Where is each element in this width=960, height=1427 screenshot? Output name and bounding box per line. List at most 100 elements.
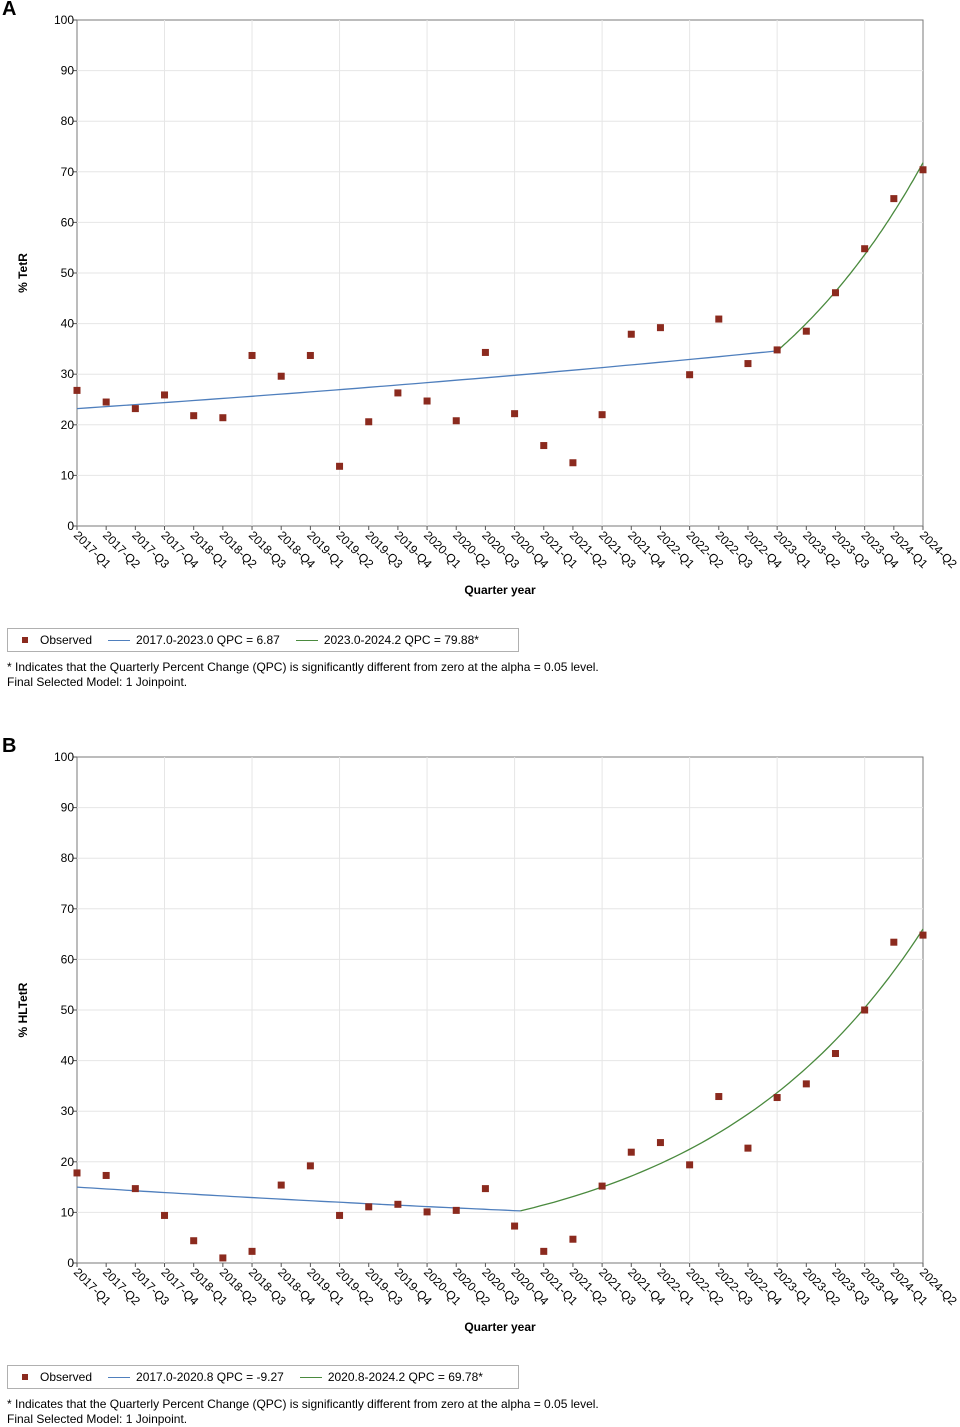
legend-a: Observed 2017.0-2023.0 QPC = 6.87 2023.0… — [7, 628, 519, 652]
observed-point — [744, 360, 752, 368]
y-tick-label: 20 — [61, 1155, 75, 1169]
fit-segment-1 — [76, 1186, 521, 1212]
y-tick-label: 80 — [61, 851, 75, 865]
observed-point — [656, 1139, 664, 1147]
y-tick-label: 90 — [61, 801, 75, 815]
observed-point — [365, 418, 373, 426]
observed-point — [919, 931, 927, 939]
observed-point — [248, 351, 256, 359]
x-axis-label: Quarter year — [464, 583, 536, 597]
observed-point — [452, 1206, 460, 1214]
observed-point — [715, 1093, 723, 1101]
observed-point — [452, 417, 460, 425]
observed-point — [598, 411, 606, 419]
observed-point — [219, 1254, 227, 1262]
observed-point — [306, 1162, 314, 1170]
observed-point — [161, 391, 169, 399]
observed-point — [802, 327, 810, 335]
footnote-b-text: * Indicates that the Quarterly Percent C… — [7, 1397, 599, 1411]
observed-point — [481, 1185, 489, 1193]
y-tick-label: 100 — [54, 750, 74, 764]
segment-line-icon — [299, 1376, 322, 1378]
observed-point — [73, 386, 81, 394]
observed-point — [598, 1182, 606, 1190]
observed-point — [336, 462, 344, 470]
observed-point — [744, 1144, 752, 1152]
observed-point — [656, 324, 664, 332]
y-axis-label: % TetR — [16, 253, 30, 293]
observed-point — [773, 346, 781, 354]
legend-b-observed: Observed — [18, 1370, 92, 1384]
panel-a: A 0 10 20 30 40 50 60 70 80 90 100 2017-Q1 2017-Q2 20… — [0, 0, 960, 713]
observed-point — [773, 1094, 781, 1102]
observed-point — [306, 351, 314, 359]
y-tick-label: 20 — [61, 418, 75, 432]
observed-point — [890, 938, 898, 946]
observed-point — [511, 1222, 519, 1230]
observed-point — [627, 330, 635, 338]
observed-point — [131, 405, 139, 413]
observed-point — [277, 1181, 285, 1189]
observed-point — [540, 1247, 548, 1255]
fit-segment-2 — [520, 928, 924, 1212]
observed-point — [161, 1211, 169, 1219]
observed-point — [861, 245, 869, 253]
observed-point — [919, 166, 927, 174]
panel-letter-b: B — [2, 735, 17, 757]
observed-point — [394, 389, 402, 397]
y-tick-label: 80 — [61, 114, 75, 128]
y-tick-label: 10 — [61, 468, 75, 482]
observed-point — [831, 289, 839, 297]
observed-point — [540, 442, 548, 450]
observed-point — [190, 1237, 198, 1245]
footnote-a-text: * Indicates that the Quarterly Percent C… — [7, 660, 599, 674]
observed-point — [102, 1171, 110, 1179]
segment-line-icon — [108, 639, 131, 641]
observed-point — [277, 372, 285, 380]
observed-point — [686, 371, 694, 379]
x-axis-label: Quarter year — [464, 1320, 536, 1334]
y-tick-label: 60 — [61, 215, 75, 229]
y-tick-label: 50 — [61, 1003, 75, 1017]
y-tick-label: 0 — [67, 519, 74, 533]
observed-point — [715, 315, 723, 323]
legend-a-segment-1: 2017.0-2023.0 QPC = 6.87 — [108, 633, 280, 647]
fit-segment-2 — [776, 162, 924, 352]
observed-point — [73, 1169, 81, 1177]
chart-b: 01020304050607080901002017-Q12017-Q22017… — [16, 750, 960, 1334]
observed-point — [336, 1211, 344, 1219]
observed-point — [831, 1050, 839, 1058]
y-tick-label: 60 — [61, 952, 75, 966]
observed-point — [569, 459, 577, 467]
observed-point — [890, 195, 898, 203]
observed-point — [802, 1080, 810, 1088]
observed-point — [365, 1203, 373, 1211]
y-tick-label: 30 — [61, 1104, 75, 1118]
fit-segment-1 — [76, 350, 778, 410]
legend-b-segment-2: 2020.8-2024.2 QPC = 69.78* — [299, 1370, 483, 1384]
y-tick-label: 30 — [61, 367, 75, 381]
observed-point — [569, 1235, 577, 1243]
observed-point — [248, 1247, 256, 1255]
observed-point — [102, 398, 110, 406]
observed-point — [686, 1161, 694, 1169]
panel-letter-a: A — [2, 0, 17, 20]
legend-b-segment-1: 2017.0-2020.8 QPC = -9.27 — [108, 1370, 284, 1384]
footnote-b: * Indicates that the Quarterly Percent C… — [7, 1397, 599, 1427]
observed-point — [131, 1185, 139, 1193]
segment-line-icon — [108, 1376, 131, 1378]
segment-line-icon — [295, 639, 318, 641]
y-tick-label: 10 — [61, 1205, 75, 1219]
observed-point — [511, 410, 519, 418]
y-tick-label: 50 — [61, 266, 75, 280]
legend-a-observed: Observed — [18, 633, 92, 647]
y-tick-label: 90 — [61, 64, 75, 78]
observed-point — [190, 412, 198, 420]
observed-point — [219, 414, 227, 422]
footnote-a: * Indicates that the Quarterly Percent C… — [7, 660, 599, 690]
observed-point — [423, 1208, 431, 1216]
model-a-text: Final Selected Model: 1 Joinpoint. — [7, 675, 188, 689]
observed-marker-icon — [22, 637, 28, 643]
y-tick-label: 70 — [61, 165, 75, 179]
observed-marker-icon — [22, 1374, 28, 1380]
